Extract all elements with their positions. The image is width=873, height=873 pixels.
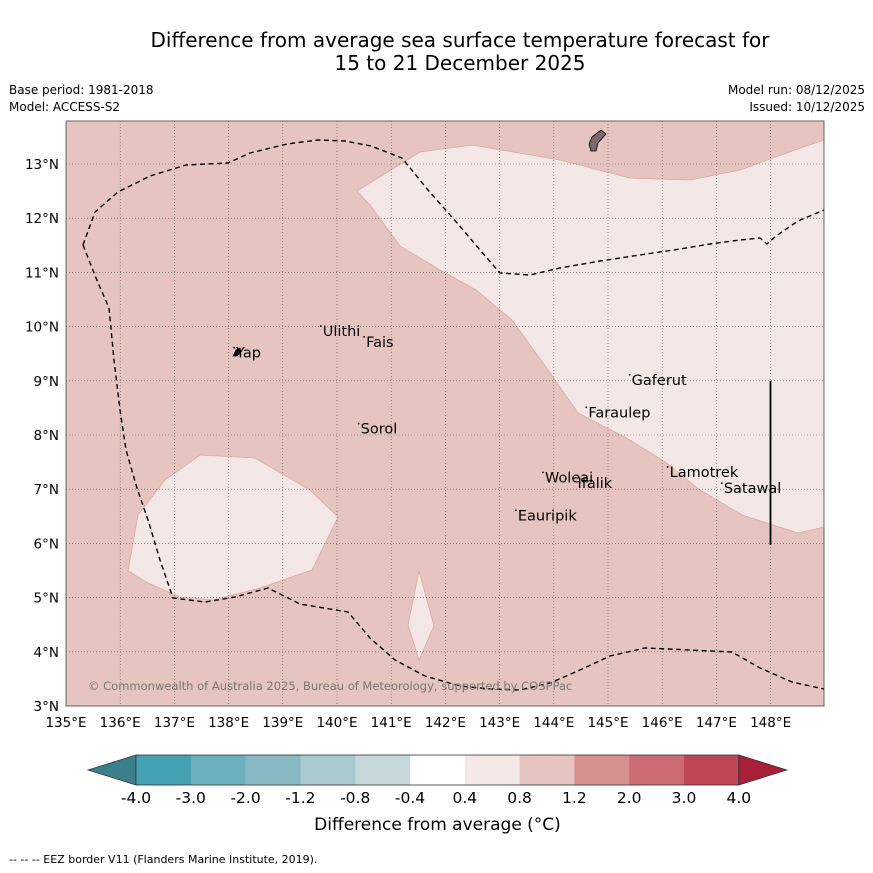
eez-footnote: -- -- -- EEZ border V11 (Flanders Marine… <box>9 853 318 866</box>
model-name: Model: ACCESS-S2 <box>9 100 121 114</box>
model-run: Model run: 08/12/2025 <box>727 83 865 97</box>
place-label-woleai: Woleai <box>545 470 593 486</box>
colorbar-tick-label: -1.2 <box>285 789 315 807</box>
yap-island <box>232 347 242 357</box>
colorbar-segment <box>410 755 466 785</box>
island-marker <box>574 476 577 479</box>
latitude-tick-label: 9°N <box>34 374 59 390</box>
colorbar-segment <box>300 755 356 785</box>
colorbar-high-extend <box>738 754 789 786</box>
longitude-tick-label: 147°E <box>696 715 737 731</box>
island-marker <box>666 466 669 468</box>
colorbar-segment <box>464 755 520 785</box>
latitude-tick-label: 4°N <box>34 645 59 661</box>
place-label-sorol: Sorol <box>361 422 398 438</box>
longitude-tick-label: 148°E <box>750 715 791 731</box>
colorbar-tick-label: 2.0 <box>617 789 642 807</box>
colorbar-tick-label: 0.8 <box>507 789 532 807</box>
colorbar-segment <box>136 755 192 785</box>
place-labels: Yap Ulithi Fais Sorol Gaferut Faraulep WoleaiI… <box>233 324 781 524</box>
island-marker <box>514 509 517 512</box>
latitude-tick-label: 10°N <box>25 320 59 336</box>
warm-anomaly-region-north <box>356 139 824 534</box>
title-line-2: 15 to 21 December 2025 <box>334 51 586 75</box>
latitude-tick-labels: 3°N 4°N 5°N 6°N 7°N 8°N 9°N 10°N 11°N 12°N 13°N <box>25 157 59 715</box>
colorbar-tick-label: 4.0 <box>726 789 751 807</box>
colorbar-frame <box>135 754 740 786</box>
island-marker <box>363 335 365 338</box>
colorbar-segment <box>629 755 685 785</box>
latitude-tick-label: 13°N <box>25 157 59 173</box>
longitude-tick-label: 139°E <box>262 715 303 731</box>
longitude-tick-label: 137°E <box>154 715 195 731</box>
place-label-lamotrek: Lamotrek <box>670 465 739 481</box>
latitude-tick-label: 11°N <box>25 265 59 281</box>
latitude-tick-label: 8°N <box>34 428 59 444</box>
island-marker <box>542 471 544 474</box>
place-label-faraulep: Faraulep <box>588 405 650 421</box>
place-label-ifalik: Ifalik <box>577 476 612 492</box>
island-marker <box>357 422 360 425</box>
colorbar-segment <box>190 755 246 785</box>
longitude-tick-label: 146°E <box>642 715 683 731</box>
colorbar-axis-label: Difference from average (°C) <box>314 815 561 835</box>
colorbar-segment <box>519 755 575 785</box>
map-frame <box>65 120 825 707</box>
colorbar-tick-label: 0.4 <box>452 789 477 807</box>
island-marker <box>628 373 631 376</box>
guam-island <box>588 129 607 152</box>
colorbar-segment <box>245 755 301 785</box>
longitude-tick-label: 143°E <box>479 715 520 731</box>
title-line-1: Difference from average sea surface temp… <box>150 28 770 52</box>
longitude-tick-label: 141°E <box>371 715 412 731</box>
colorbar-tick-label: -0.4 <box>395 789 425 807</box>
colorbar-tick-label: 3.0 <box>672 789 697 807</box>
longitude-tick-label: 144°E <box>533 715 574 731</box>
colorbar-segment <box>355 755 411 785</box>
colorbar-tick-label: -0.8 <box>340 789 370 807</box>
eez-border-south <box>82 244 824 691</box>
longitude-tick-label: 140°E <box>316 715 357 731</box>
colorbar-segment <box>574 755 630 785</box>
longitude-tick-label: 145°E <box>587 715 628 731</box>
island-marker <box>233 346 235 349</box>
eez-border <box>82 139 824 276</box>
issued-date: Issued: 10/12/2025 <box>749 100 865 114</box>
place-label-satawal: Satawal <box>724 481 781 497</box>
meta-left: Base period: 1981-2018 Model: ACCESS-S2 <box>9 82 154 116</box>
place-label-yap: Yap <box>235 346 261 362</box>
base-period: Base period: 1981-2018 <box>9 83 154 97</box>
colorbar-low-extend <box>86 754 137 786</box>
island-marker <box>585 406 588 409</box>
colorbar-tick-label: 1.2 <box>562 789 587 807</box>
longitude-tick-label: 136°E <box>100 715 141 731</box>
island-marker <box>720 482 723 485</box>
colorbar-segment <box>684 755 740 785</box>
latitude-tick-label: 6°N <box>34 536 59 552</box>
place-label-eauripik: Eauripik <box>518 508 577 524</box>
place-label-fais: Fais <box>366 335 393 351</box>
place-label-ulithi: Ulithi <box>323 324 361 340</box>
longitude-tick-label: 142°E <box>425 715 466 731</box>
chart-title: Difference from average sea surface temp… <box>90 29 830 75</box>
meta-right: Model run: 08/12/2025 Issued: 10/12/2025 <box>728 82 865 116</box>
warm-anomaly-region-south <box>407 570 435 662</box>
warm-anomaly-region-west <box>127 454 339 601</box>
latitude-tick-label: 12°N <box>25 211 59 227</box>
longitude-tick-label: 138°E <box>208 715 249 731</box>
longitude-tick-labels: 135°E 136°E 137°E 138°E 139°E 140°E 141°E 142°E… <box>45 715 791 731</box>
longitude-tick-label: 135°E <box>45 715 86 731</box>
colorbar-tick-label: -2.0 <box>230 789 260 807</box>
colorbar-tick-label: -3.0 <box>176 789 206 807</box>
island-marker <box>319 325 322 327</box>
latitude-tick-label: 5°N <box>34 591 59 607</box>
latitude-tick-label: 7°N <box>34 482 59 498</box>
colorbar: -4.0 -3.0 -2.0 -1.2 -0.8 -0.4 0.4 0.8 1.2 2.0 3.0 4… <box>86 754 789 807</box>
colorbar-tick-label: -4.0 <box>121 789 151 807</box>
copyright-text: © Commonwealth of Australia 2025, Bureau… <box>88 679 572 693</box>
latitude-tick-label: 3°N <box>34 699 59 715</box>
place-label-gaferut: Gaferut <box>632 373 687 389</box>
